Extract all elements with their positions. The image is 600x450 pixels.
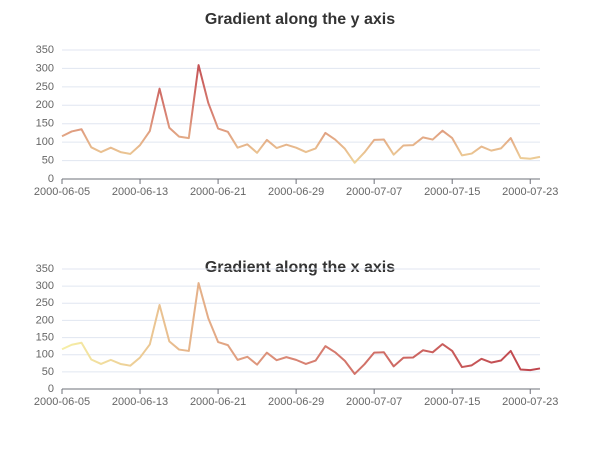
chart-title: Gradient along the x axis [205,259,395,276]
x-tick-label: 2000-06-05 [34,186,90,198]
y-tick-label: 100 [36,349,54,361]
y-tick-label: 100 [36,136,54,148]
y-tick-label: 50 [42,366,54,378]
y-tick-label: 0 [48,383,54,395]
y-tick-label: 300 [36,62,54,74]
x-tick-label: 2000-06-29 [268,186,324,198]
y-tick-label: 250 [36,297,54,309]
y-tick-label: 150 [36,118,54,130]
line [61,282,541,375]
x-tick-label: 2000-07-15 [424,186,480,198]
x-tick-label: 2000-06-29 [268,396,324,408]
y-tick-label: 350 [36,44,54,56]
y-tick-label: 150 [36,331,54,343]
x-tick-label: 2000-07-23 [502,396,558,408]
y-tick-label: 300 [36,280,54,292]
x-tick-label: 2000-07-07 [346,396,402,408]
x-tick-label: 2000-07-15 [424,396,480,408]
y-tick-label: 350 [36,263,54,275]
y-tick-label: 200 [36,314,54,326]
y-tick-label: 200 [36,99,54,111]
x-tick-label: 2000-06-21 [190,396,246,408]
x-tick-label: 2000-06-13 [112,396,168,408]
y-tick-label: 250 [36,81,54,93]
x-tick-label: 2000-07-07 [346,186,402,198]
y-tick-label: 50 [42,154,54,166]
x-tick-label: 2000-06-21 [190,186,246,198]
chart-title: Gradient along the y axis [205,11,395,28]
y-tick-label: 0 [48,173,54,185]
x-tick-label: 2000-06-13 [112,186,168,198]
x-tick-label: 2000-06-05 [34,396,90,408]
line [61,64,541,164]
x-tick-label: 2000-07-23 [502,186,558,198]
